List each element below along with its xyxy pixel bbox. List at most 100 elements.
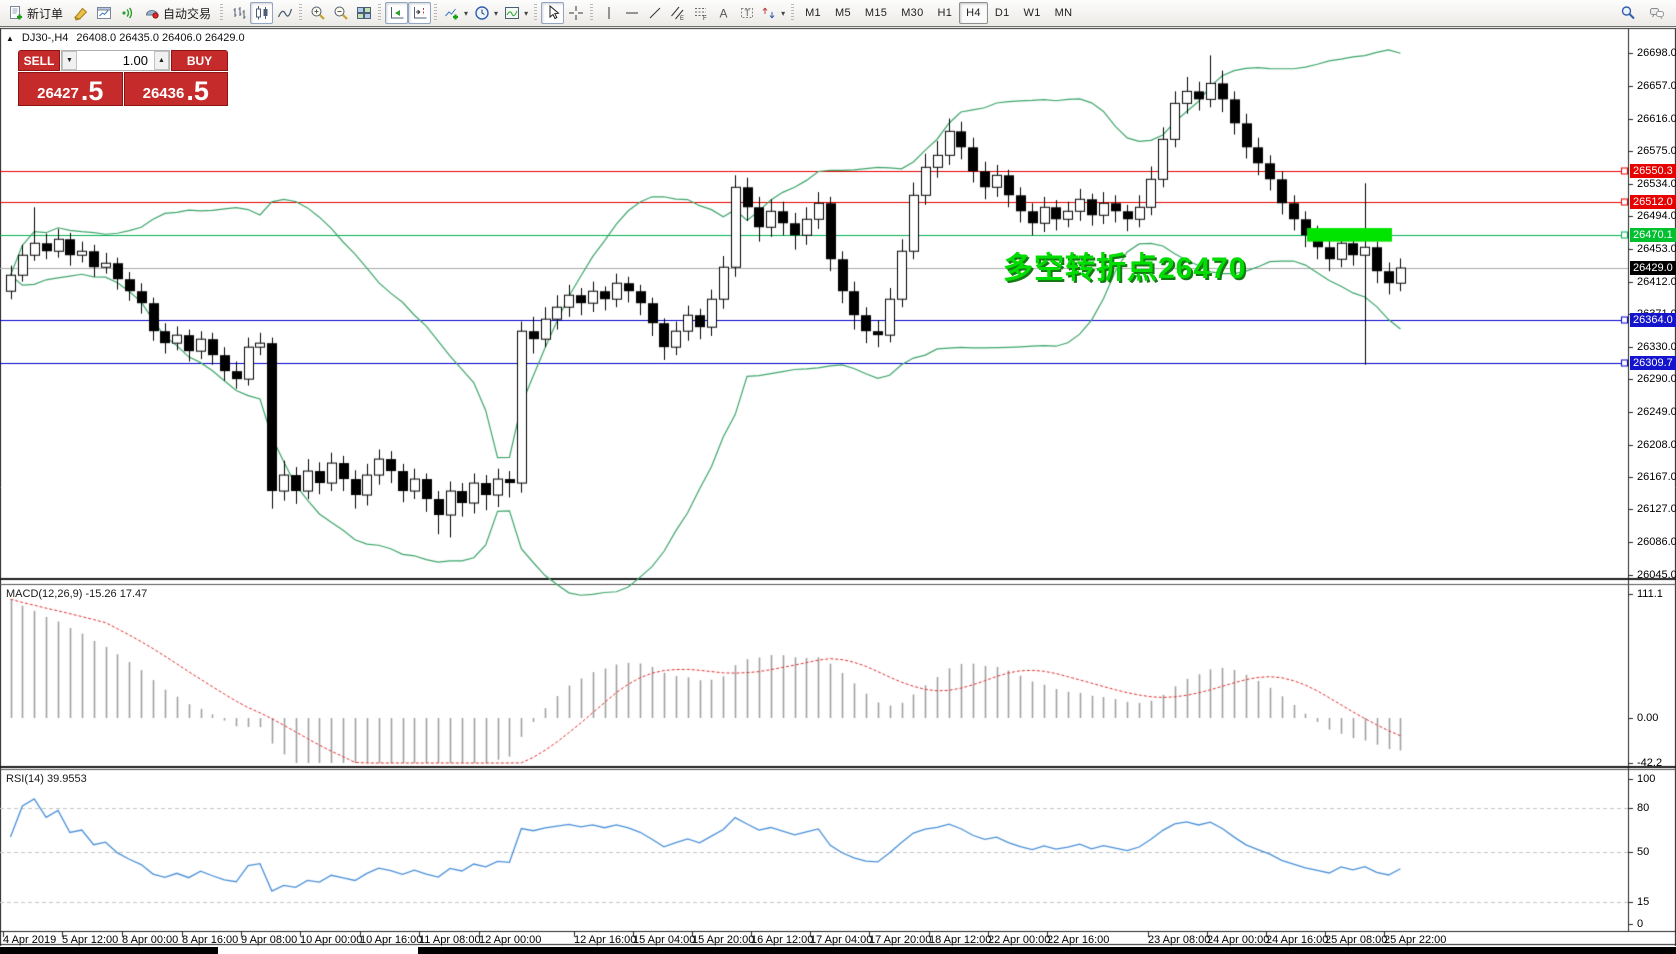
equidistant-channel-button[interactable]: E (666, 2, 689, 24)
rsi-tick-label: 50 (1637, 845, 1650, 858)
indicators-button[interactable]: ▾ (441, 2, 471, 24)
timeframe-m15-button[interactable]: M15 (864, 7, 888, 19)
crayon-button[interactable] (69, 2, 92, 24)
timeframe-mn-button[interactable]: MN (1054, 7, 1073, 19)
rsi-tick-label: 0 (1637, 918, 1644, 930)
new-order-label: 新订单 (27, 6, 64, 21)
community-chat-button[interactable] (1645, 2, 1668, 24)
macd-indicator-label: MACD(12,26,9) -15.26 17.47 (6, 588, 148, 600)
fibonacci-button[interactable]: F (689, 2, 712, 24)
zoom-out-icon (333, 5, 349, 21)
vertical-line-icon (601, 5, 617, 21)
time-axis-label: 9 Apr 08:00 (241, 934, 298, 946)
candlestick-button[interactable] (250, 2, 274, 24)
tile-windows-icon (356, 5, 372, 21)
toolbar-separator (791, 4, 795, 22)
template-icon (504, 5, 520, 21)
crayon-icon (73, 5, 89, 21)
rsi-tick-label: 100 (1637, 773, 1656, 785)
timeframe-m5-button[interactable]: M5 (834, 7, 851, 19)
arrows-button[interactable]: ▾ (758, 2, 788, 24)
time-axis-label: 8 Apr 16:00 (182, 934, 239, 946)
candlestick-icon (254, 5, 270, 21)
sell-button[interactable]: SELL (18, 50, 60, 71)
horizontal-line-icon (624, 5, 640, 21)
text-label-button[interactable]: T (735, 2, 758, 24)
bottom-taskbar (0, 947, 1676, 954)
timeframe-d1-button[interactable]: D1 (994, 7, 1010, 19)
time-axis-label: 22 Apr 16:00 (1047, 934, 1110, 946)
svg-text:E: E (680, 16, 684, 21)
chart-window-button[interactable] (92, 2, 115, 24)
time-axis-label: 15 Apr 04:00 (633, 934, 696, 946)
toolbar-separator (378, 4, 382, 22)
time-axis-label: 17 Apr 20:00 (869, 934, 932, 946)
auto-scroll-button[interactable] (385, 2, 409, 24)
new-order-icon (8, 5, 24, 21)
time-axis-label: 23 Apr 08:00 (1148, 934, 1211, 946)
buy-button[interactable]: BUY (171, 50, 228, 71)
volume-increase-button[interactable]: ▲ (154, 51, 169, 70)
collapse-triangle-icon[interactable]: ▲ (6, 33, 14, 43)
toolbar-separator (590, 4, 594, 22)
text-button[interactable]: A (712, 2, 735, 24)
line-chart-button[interactable] (273, 2, 296, 24)
chevron-down-icon: ▾ (524, 8, 529, 18)
chevron-down-icon: ▾ (494, 8, 499, 18)
price-tick-label: 26494.0 (1637, 210, 1676, 223)
trendline-button[interactable] (643, 2, 666, 24)
time-axis-label: 12 Apr 16:00 (574, 934, 637, 946)
price-tick-label: 26575.0 (1637, 145, 1676, 158)
chart-title: ▲ DJ30-,H4 26408.0 26435.0 26406.0 26429… (6, 32, 245, 44)
timeframe-m1-button[interactable]: M1 (805, 7, 821, 19)
time-axis-label: 8 Apr 00:00 (122, 934, 179, 946)
timeframe-h4-button[interactable]: H4 (959, 2, 988, 24)
text-label-icon: T (739, 5, 755, 21)
crosshair-button[interactable] (564, 2, 587, 24)
tile-windows-button[interactable] (352, 2, 375, 24)
indicators-icon (444, 5, 460, 21)
chart-annotation-text[interactable]: 多空转折点26470 (1003, 252, 1247, 285)
svg-text:A: A (719, 7, 727, 21)
vertical-line-button[interactable] (597, 2, 620, 24)
autotrading-button[interactable]: 自动交易 (138, 2, 217, 24)
sell-price[interactable]: 26427 .5 (18, 72, 123, 106)
sell-price-main: 26427 (37, 85, 79, 102)
time-axis-label: 24 Apr 16:00 (1266, 934, 1329, 946)
timeframe-w1-button[interactable]: W1 (1023, 7, 1041, 19)
price-tick-label: 26616.0 (1637, 112, 1676, 125)
horizontal-line-button[interactable] (620, 2, 643, 24)
chart-shift-button[interactable] (408, 2, 432, 24)
chat-icon (1649, 5, 1665, 21)
price-tick-label: 26127.0 (1637, 503, 1676, 516)
search-button[interactable] (1616, 2, 1639, 24)
time-axis-label: 16 Apr 12:00 (751, 934, 814, 946)
buy-price-main: 26436 (142, 85, 185, 102)
new-order-button[interactable]: 新订单 (2, 2, 69, 24)
zoom-out-button[interactable] (329, 2, 352, 24)
price-tick-label: 26330.0 (1637, 341, 1676, 354)
time-axis-label: 10 Apr 16:00 (360, 934, 423, 946)
timeframe-h1-button[interactable]: H1 (937, 7, 953, 19)
price-tick-label: 26045.0 (1637, 569, 1676, 581)
cursor-icon (545, 5, 561, 21)
buy-price[interactable]: 26436 .5 (123, 72, 228, 106)
time-axis-label: 4 Apr 2019 (3, 934, 57, 946)
price-tick-label: 26698.0 (1637, 47, 1676, 59)
arrows-icon (761, 5, 777, 21)
price-level-label: 26364.0 (1630, 312, 1676, 327)
volume-value[interactable]: 1.00 (122, 53, 148, 68)
periods-button[interactable]: ▾ (471, 2, 501, 24)
autotrading-icon (144, 5, 160, 21)
volume-decrease-button[interactable]: ▼ (62, 51, 77, 70)
templates-button[interactable]: ▾ (501, 2, 531, 24)
price-tick-label: 26249.0 (1637, 405, 1676, 418)
toolbar-separator (434, 4, 438, 22)
bar-chart-button[interactable] (227, 2, 250, 24)
timeframe-m30-button[interactable]: M30 (901, 7, 924, 19)
signals-button[interactable] (115, 2, 138, 24)
svg-text:F: F (703, 16, 707, 21)
zoom-in-button[interactable] (306, 2, 329, 24)
cursor-button[interactable] (541, 2, 565, 24)
